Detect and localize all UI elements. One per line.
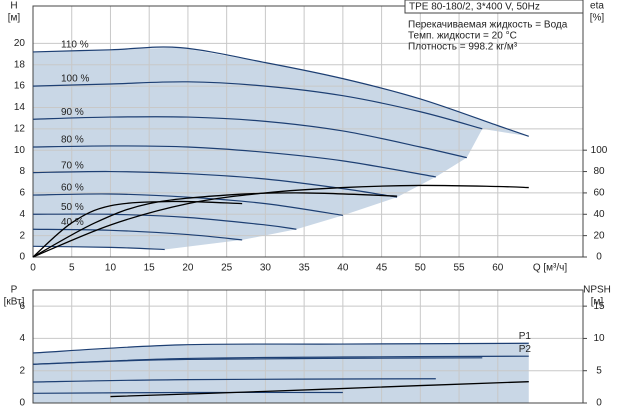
- x-tick-label: 15: [144, 263, 156, 274]
- x-tick-label: 30: [260, 263, 272, 274]
- y2-tick-label: 60: [593, 188, 605, 199]
- x-tick-label: 60: [492, 263, 504, 274]
- curve: [32, 357, 483, 365]
- y-tick-label: 2: [19, 365, 25, 376]
- x-tick-label: 55: [453, 263, 465, 274]
- y-tick-label: 18: [14, 59, 26, 70]
- curve: [32, 46, 529, 137]
- y2-tick-label: 20: [593, 230, 605, 241]
- curve: [32, 81, 483, 130]
- y2-tick-label: 0: [596, 252, 602, 263]
- curve: [32, 213, 297, 230]
- y2-tick-label: 15: [593, 301, 605, 312]
- curve-label: P1: [519, 331, 532, 342]
- curve: [32, 228, 243, 241]
- title-box: [404, 0, 584, 14]
- y-tick-label: 0: [19, 252, 25, 263]
- curve-label: 110 %: [61, 40, 89, 51]
- y-tick-label: 2: [19, 230, 25, 241]
- y-tick-label: 4: [19, 333, 25, 344]
- curve-label: 90 %: [61, 107, 84, 118]
- x-tick-label: 0: [30, 263, 36, 274]
- y-tick-label: 8: [19, 166, 25, 177]
- y2-tick-label: 80: [593, 166, 605, 177]
- curve: [110, 381, 529, 398]
- curve: [32, 200, 243, 258]
- y-tick-label: 16: [14, 81, 26, 92]
- y2-tick-label: 10: [593, 333, 605, 344]
- annotation: Перекачиваемая жидкость = Вода: [408, 20, 568, 31]
- x-tick-label: 50: [415, 263, 427, 274]
- y-tick-label: 4: [19, 209, 25, 220]
- curve-label: P2: [519, 344, 532, 355]
- y-axis-unit: [кВт]: [4, 297, 25, 308]
- y2-axis-unit: [%]: [590, 13, 605, 24]
- annotation: Плотность = 998.2 кг/м³: [408, 42, 518, 53]
- curve: [32, 145, 436, 178]
- curve: [32, 170, 398, 198]
- curve: [32, 116, 467, 159]
- y-tick-label: 6: [19, 188, 25, 199]
- operating-area: [33, 343, 529, 403]
- y-axis-label: H: [10, 1, 17, 12]
- x-axis-label: Q [м³/ч]: [533, 263, 568, 274]
- chart-title: TPE 80-180/2, 3*400 V, 50Hz: [409, 2, 540, 13]
- curve-label: 50 %: [61, 202, 84, 213]
- y2-axis-unit: [м]: [591, 297, 604, 308]
- y-tick-label: 12: [14, 123, 26, 134]
- y-tick-label: 10: [14, 145, 26, 156]
- annotation: Темп. жидкости = 20 °C: [408, 31, 517, 42]
- plot-frame: [32, 289, 584, 404]
- y-axis-label: P: [11, 285, 18, 296]
- y2-tick-label: 40: [593, 209, 605, 220]
- y2-tick-label: 100: [591, 145, 608, 156]
- y-tick-label: 20: [14, 38, 26, 49]
- curve: [32, 193, 343, 216]
- y2-axis-label: eta: [590, 1, 604, 12]
- y-tick-label: 0: [19, 398, 25, 409]
- x-tick-label: 5: [69, 263, 75, 274]
- curve-label: 100 %: [61, 74, 89, 85]
- y2-axis-label: NPSH: [583, 285, 611, 296]
- curve: [32, 342, 529, 354]
- x-tick-label: 25: [221, 263, 233, 274]
- curve-label: 60 %: [61, 183, 84, 194]
- x-tick-label: 20: [182, 263, 194, 274]
- curve: [32, 192, 398, 258]
- x-tick-label: 45: [376, 263, 388, 274]
- curve: [32, 184, 529, 258]
- curve: [32, 245, 165, 251]
- operating-area: [33, 47, 529, 250]
- y2-tick-label: 0: [596, 398, 602, 409]
- x-tick-label: 40: [337, 263, 349, 274]
- y-tick-label: 6: [19, 301, 25, 312]
- curve-label: 70 %: [61, 160, 84, 171]
- y-tick-label: 14: [14, 102, 26, 113]
- x-tick-label: 35: [299, 263, 311, 274]
- curve: [32, 391, 343, 394]
- x-tick-label: 10: [105, 263, 117, 274]
- plot-frame: [32, 5, 584, 258]
- y-axis-unit: [м]: [8, 13, 21, 24]
- curve: [32, 378, 436, 383]
- y2-tick-label: 5: [596, 365, 602, 376]
- curve-label: 80 %: [61, 135, 84, 146]
